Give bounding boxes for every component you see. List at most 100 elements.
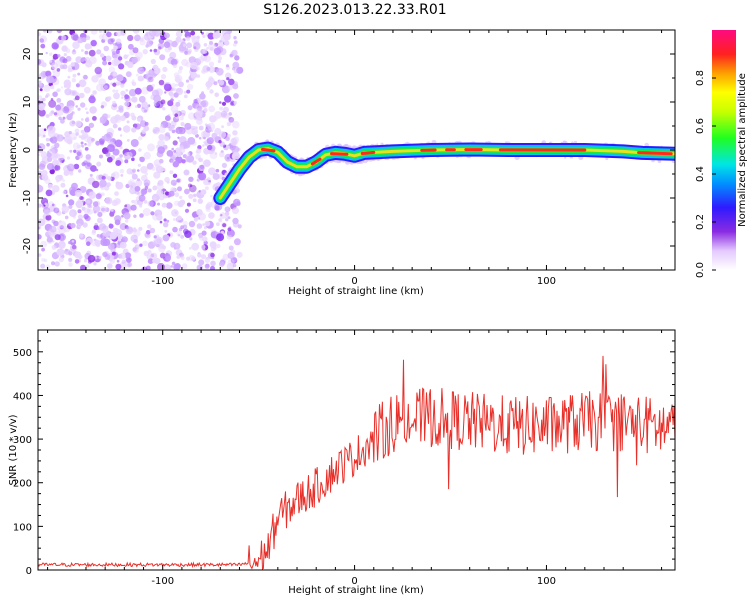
noise-blob <box>224 206 231 213</box>
noise-blob <box>75 92 80 96</box>
noise-blob <box>112 100 117 105</box>
noise-blob <box>185 36 191 41</box>
noise-blob <box>55 104 62 111</box>
noise-blob <box>119 115 126 122</box>
noise-blob <box>166 180 170 184</box>
noise-blob <box>92 180 100 189</box>
track-halo-speck <box>337 144 340 147</box>
noise-blob <box>47 30 53 34</box>
noise-blob <box>40 240 48 248</box>
noise-blob <box>214 127 222 135</box>
noise-blob <box>221 101 227 106</box>
noise-blob <box>92 90 97 95</box>
noise-blob <box>189 184 193 187</box>
noise-blob <box>233 238 241 246</box>
colorbar-gradient <box>712 30 736 270</box>
noise-blob <box>164 229 168 233</box>
noise-blob <box>166 202 173 209</box>
noise-blob <box>111 51 116 55</box>
noise-blob <box>149 227 156 234</box>
noise-blob <box>99 30 103 34</box>
noise-blob <box>234 55 240 61</box>
noise-blob <box>113 92 120 100</box>
noise-blob <box>175 87 184 95</box>
noise-blob <box>38 82 43 87</box>
noise-blob <box>147 79 151 83</box>
noise-blob <box>98 78 106 86</box>
noise-blob <box>170 94 174 99</box>
noise-blob <box>126 106 130 110</box>
noise-blob <box>68 262 73 267</box>
noise-blob <box>236 201 241 206</box>
noise-blob <box>176 255 181 259</box>
noise-blob <box>186 89 191 94</box>
noise-blob <box>46 75 54 84</box>
noise-blob <box>219 151 225 158</box>
noise-blob <box>212 173 220 180</box>
noise-blob <box>96 234 101 238</box>
noise-blob <box>179 195 183 200</box>
noise-blob <box>236 66 244 74</box>
noise-blob <box>108 66 116 73</box>
noise-blob <box>81 49 84 52</box>
noise-blob <box>107 75 113 81</box>
noise-blob <box>204 148 209 154</box>
noise-blob <box>200 99 209 108</box>
noise-blob <box>219 212 227 220</box>
noise-blob <box>215 67 224 76</box>
noise-blob <box>54 234 61 241</box>
noise-blob <box>184 47 189 51</box>
noise-blob <box>114 139 123 148</box>
noise-blob <box>204 263 210 269</box>
noise-blob <box>206 86 210 91</box>
noise-blob <box>209 89 214 94</box>
noise-blob <box>166 219 170 223</box>
noise-blob <box>106 114 111 119</box>
noise-blob <box>140 166 148 174</box>
noise-blob <box>153 67 161 75</box>
noise-blob <box>52 91 58 98</box>
noise-blob <box>50 136 58 144</box>
noise-blob <box>116 74 124 82</box>
noise-blob <box>80 118 84 121</box>
noise-blob <box>98 138 105 145</box>
noise-blob <box>38 234 42 240</box>
noise-blob <box>62 116 66 120</box>
noise-blob <box>176 230 183 237</box>
noise-blob <box>75 56 83 63</box>
noise-blob <box>79 56 85 62</box>
noise-blob <box>150 211 155 216</box>
noise-blob <box>68 204 73 209</box>
noise-blob <box>147 188 152 193</box>
noise-blob <box>233 93 239 99</box>
noise-blob <box>46 152 52 158</box>
noise-blob <box>173 72 180 78</box>
noise-blob <box>137 75 144 82</box>
noise-blob <box>70 33 79 41</box>
noise-blob <box>181 159 186 164</box>
noise-blob <box>112 71 118 77</box>
noise-blob <box>126 168 133 175</box>
noise-blob <box>146 162 154 170</box>
noise-blob <box>221 85 230 94</box>
noise-blob <box>151 83 155 88</box>
noise-blob <box>56 248 65 256</box>
noise-blob <box>103 173 107 177</box>
noise-blob <box>74 128 80 134</box>
noise-blob <box>103 85 108 90</box>
noise-blob <box>148 30 157 37</box>
noise-blob <box>38 32 41 37</box>
noise-blob <box>106 182 111 187</box>
noise-blob <box>38 103 45 111</box>
noise-blob <box>232 120 240 129</box>
noise-blob <box>66 113 73 121</box>
noise-blob <box>156 243 160 248</box>
noise-blob <box>67 67 73 73</box>
noise-blob <box>162 107 166 111</box>
noise-blob <box>187 83 194 90</box>
noise-blob <box>206 67 211 71</box>
noise-blob <box>96 161 102 167</box>
noise-blob <box>194 126 198 130</box>
noise-blob <box>230 100 235 105</box>
noise-blob <box>196 223 203 229</box>
